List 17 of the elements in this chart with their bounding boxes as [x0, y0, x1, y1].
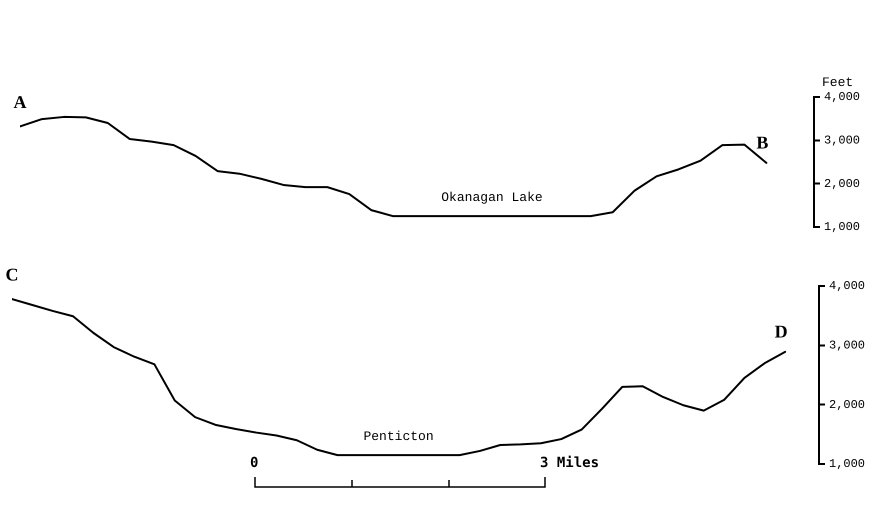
y-tick-label: 3,000 [828, 338, 866, 353]
annotation: 0 [250, 455, 258, 471]
annotation: B [756, 132, 768, 153]
annotation: 3 Miles [540, 455, 600, 471]
annotation: D [774, 322, 788, 342]
annotation: A [14, 92, 26, 112]
text: C [6, 264, 18, 285]
y-tick-label: 2,000 [824, 176, 860, 191]
y-tick-label: 4,000 [824, 90, 860, 104]
y-tick-label: 3,000 [824, 134, 860, 148]
y-tick-label: 4,000 [828, 279, 866, 294]
y-axis-title: Feet [822, 74, 854, 90]
annotation: Okanagan Lake [441, 190, 543, 206]
y-tick-label: 1,000 [828, 457, 866, 472]
y-tick-label: 1,000 [824, 220, 860, 234]
annotation: Penticton [363, 429, 434, 444]
y-tick-label: 2,000 [828, 398, 866, 412]
